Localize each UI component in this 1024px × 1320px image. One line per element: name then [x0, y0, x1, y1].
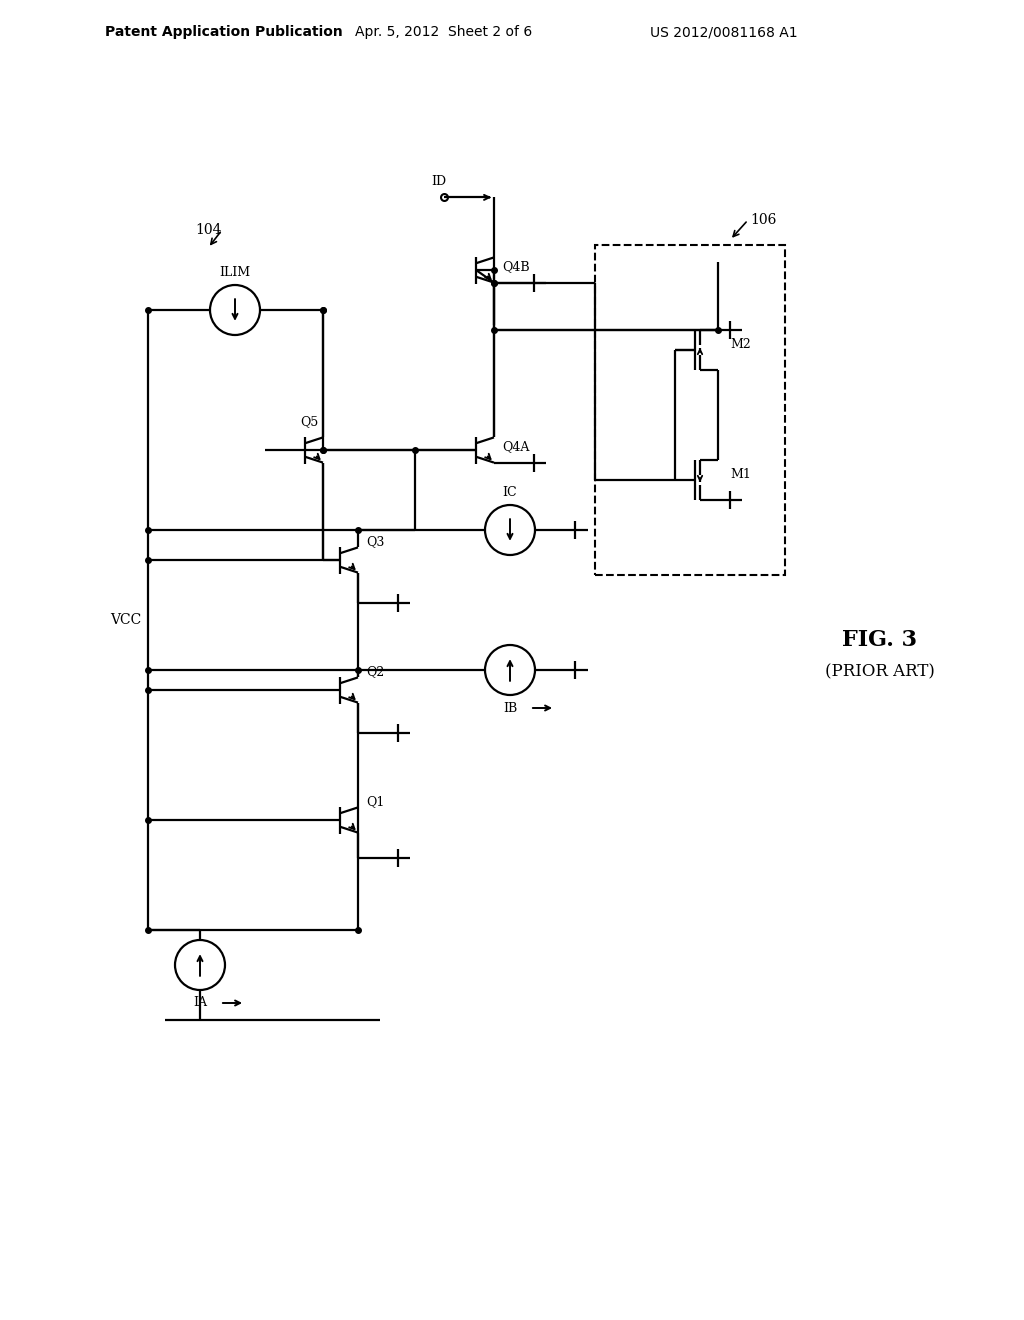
Text: IC: IC	[503, 486, 517, 499]
Text: Q3: Q3	[366, 536, 384, 549]
Text: Q4B: Q4B	[502, 260, 529, 273]
Text: ID: ID	[431, 176, 446, 187]
Text: 106: 106	[750, 213, 776, 227]
Text: Q2: Q2	[366, 665, 384, 678]
Text: M2: M2	[730, 338, 751, 351]
Text: 104: 104	[195, 223, 221, 238]
Text: Patent Application Publication: Patent Application Publication	[105, 25, 343, 40]
Text: Q1: Q1	[366, 796, 384, 808]
Bar	[595, 246, 785, 576]
Text: Q4A: Q4A	[502, 441, 529, 454]
Text: FIG. 3: FIG. 3	[843, 630, 918, 651]
Text: ILIM: ILIM	[219, 265, 251, 279]
Text: IB: IB	[503, 701, 517, 714]
Text: Apr. 5, 2012  Sheet 2 of 6: Apr. 5, 2012 Sheet 2 of 6	[355, 25, 532, 40]
Text: Q5: Q5	[300, 416, 318, 429]
Text: M1: M1	[730, 469, 751, 482]
Text: US 2012/0081168 A1: US 2012/0081168 A1	[650, 25, 798, 40]
Text: IA: IA	[193, 997, 207, 1010]
Text: VCC: VCC	[111, 612, 141, 627]
Text: (PRIOR ART): (PRIOR ART)	[825, 664, 935, 681]
